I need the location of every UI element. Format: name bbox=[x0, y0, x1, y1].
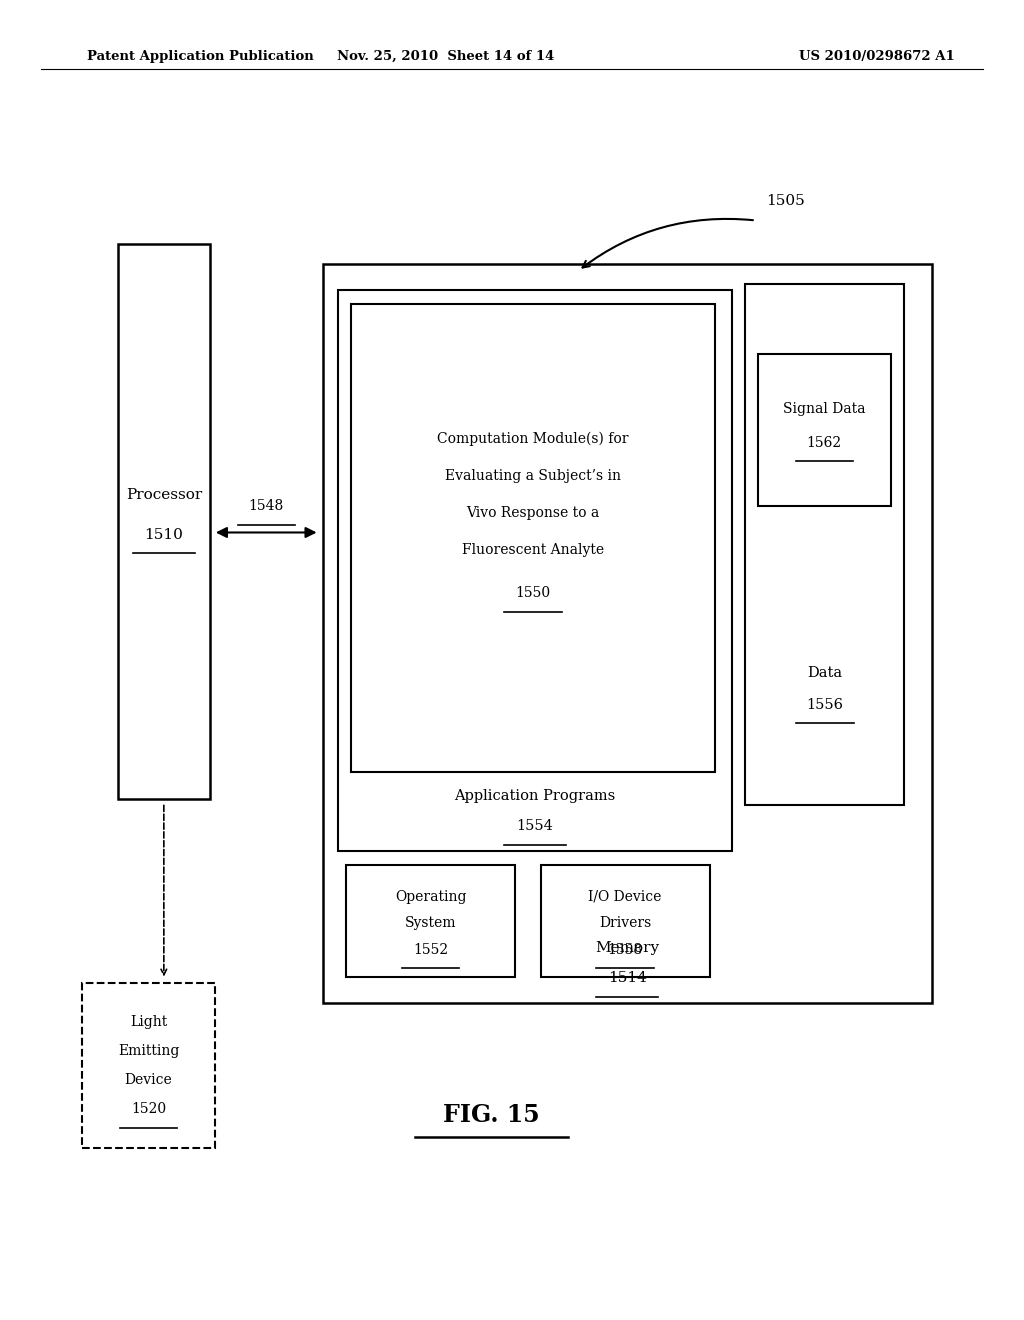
Text: System: System bbox=[404, 916, 457, 931]
Text: Processor: Processor bbox=[126, 488, 202, 502]
Text: 1554: 1554 bbox=[516, 820, 554, 833]
Text: Memory: Memory bbox=[595, 941, 659, 954]
Bar bbox=[541, 865, 710, 977]
Text: Emitting: Emitting bbox=[118, 1044, 179, 1059]
Text: 1556: 1556 bbox=[806, 698, 844, 711]
Text: 1562: 1562 bbox=[807, 436, 842, 450]
Text: Application Programs: Application Programs bbox=[455, 789, 615, 803]
Text: 1548: 1548 bbox=[249, 499, 284, 513]
Text: Computation Module(s) for: Computation Module(s) for bbox=[437, 432, 629, 446]
Bar bbox=[338, 290, 732, 851]
Text: Nov. 25, 2010  Sheet 14 of 14: Nov. 25, 2010 Sheet 14 of 14 bbox=[337, 50, 554, 63]
Text: 1520: 1520 bbox=[131, 1102, 166, 1117]
Text: 1514: 1514 bbox=[608, 972, 646, 985]
Text: Device: Device bbox=[125, 1073, 172, 1088]
Text: FIG. 15: FIG. 15 bbox=[443, 1104, 540, 1127]
Text: Evaluating a Subject’s in: Evaluating a Subject’s in bbox=[445, 469, 621, 483]
Text: US 2010/0298672 A1: US 2010/0298672 A1 bbox=[799, 50, 954, 63]
Text: 1550: 1550 bbox=[515, 586, 551, 601]
Bar bbox=[758, 354, 891, 506]
Text: 1510: 1510 bbox=[144, 528, 183, 541]
Text: Drivers: Drivers bbox=[599, 916, 651, 931]
Text: Vivo Response to a: Vivo Response to a bbox=[466, 506, 600, 520]
Text: 1558: 1558 bbox=[607, 942, 643, 957]
Text: Patent Application Publication: Patent Application Publication bbox=[87, 50, 313, 63]
Text: 1505: 1505 bbox=[766, 194, 805, 207]
Bar bbox=[82, 983, 215, 1148]
Bar bbox=[351, 304, 715, 772]
Bar bbox=[118, 244, 210, 799]
Text: Data: Data bbox=[807, 667, 843, 680]
Text: Fluorescent Analyte: Fluorescent Analyte bbox=[462, 543, 604, 557]
Text: Operating: Operating bbox=[395, 890, 466, 904]
Text: Signal Data: Signal Data bbox=[783, 401, 865, 416]
Bar bbox=[745, 284, 904, 805]
Text: 1552: 1552 bbox=[413, 942, 449, 957]
Text: Light: Light bbox=[130, 1015, 167, 1030]
Text: I/O Device: I/O Device bbox=[589, 890, 662, 904]
Bar bbox=[346, 865, 515, 977]
Bar bbox=[323, 264, 932, 1003]
